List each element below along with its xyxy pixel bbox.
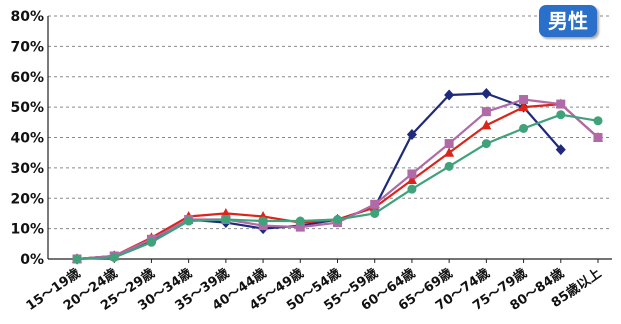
data-point-square [593,133,603,142]
data-point-circle [333,215,342,225]
data-point-square [407,169,417,179]
y-tick-label: 60% [10,70,44,86]
data-point-circle [407,184,417,194]
data-point-diamond [481,87,492,99]
y-tick-label: 30% [10,161,44,177]
data-point-circle [481,139,491,149]
data-point-circle [221,215,231,225]
data-point-square [481,107,491,117]
data-point-circle [593,116,603,126]
y-tick-label: 0% [20,252,44,268]
data-point-circle [556,110,566,120]
data-point-circle [519,123,529,133]
y-tick-label: 40% [10,131,44,147]
data-point-triangle [481,119,492,130]
data-point-triangle [406,174,417,185]
y-tick-label: 20% [10,191,44,207]
data-point-circle [258,216,268,226]
y-tick-label: 50% [10,100,44,116]
data-point-square [370,199,380,209]
y-tick-label: 70% [10,39,44,55]
data-point-circle [109,252,119,262]
series-line-1 [76,92,562,261]
data-point-diamond [406,128,417,140]
data-point-circle [184,216,194,226]
data-point-square [295,222,305,232]
data-point-circle [72,254,82,264]
y-tick-label: 10% [10,222,44,238]
data-point-diamond [444,89,455,101]
data-point-square [258,221,268,231]
data-point-circle [444,161,454,171]
y-tick-label: 80% [10,9,44,25]
data-point-square [556,99,566,109]
data-point-circle [295,216,305,226]
data-point-square [444,139,454,149]
data-point-diamond [555,144,566,156]
gender-badge: 男性 [539,5,597,37]
data-point-triangle [444,147,455,157]
data-point-circle [370,208,380,218]
data-point-circle [146,237,156,247]
data-point-square [519,95,529,105]
data-point-triangle [518,101,529,112]
